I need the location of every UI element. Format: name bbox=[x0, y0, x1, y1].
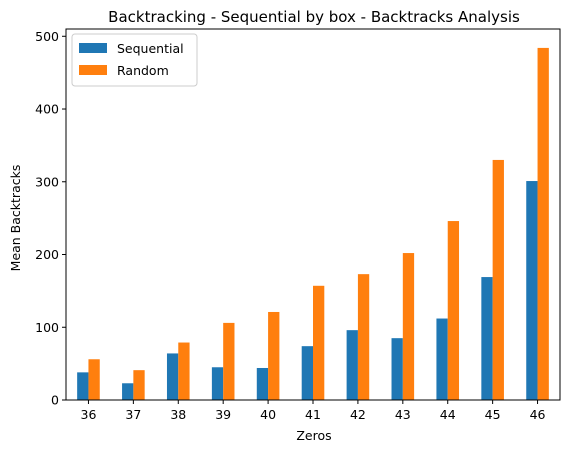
x-tick-label: 39 bbox=[215, 407, 231, 422]
bar-random-39 bbox=[223, 322, 235, 400]
legend-label-random: Random bbox=[117, 63, 169, 78]
x-tick-label: 45 bbox=[485, 407, 501, 422]
legend-swatch-random bbox=[79, 65, 107, 75]
bar-sequential-39 bbox=[211, 367, 224, 400]
bar-random-46 bbox=[537, 47, 549, 400]
y-tick-label: 400 bbox=[35, 102, 59, 117]
y-tick-label: 200 bbox=[35, 247, 59, 262]
bar-sequential-46 bbox=[526, 181, 538, 400]
legend-swatch-sequential bbox=[79, 43, 107, 53]
x-tick-label: 37 bbox=[125, 407, 141, 422]
x-tick-label: 44 bbox=[440, 407, 456, 422]
x-tick-label: 36 bbox=[81, 407, 97, 422]
bar-sequential-43 bbox=[391, 338, 403, 400]
y-tick-label: 300 bbox=[35, 174, 59, 189]
bar-sequential-41 bbox=[301, 346, 313, 400]
bar-random-44 bbox=[447, 221, 460, 400]
bar-sequential-40 bbox=[256, 367, 269, 400]
bar-random-37 bbox=[133, 370, 145, 400]
bar-random-38 bbox=[178, 342, 190, 400]
y-tick-label: 0 bbox=[51, 393, 59, 408]
x-tick-label: 41 bbox=[305, 407, 321, 422]
bar-random-41 bbox=[313, 285, 325, 400]
x-tick-label: 46 bbox=[530, 407, 546, 422]
bar-sequential-44 bbox=[436, 318, 448, 400]
x-tick-label: 43 bbox=[395, 407, 411, 422]
chart-title: Backtracking - Sequential by box - Backt… bbox=[108, 8, 520, 26]
bars-layer bbox=[77, 47, 549, 400]
bar-sequential-38 bbox=[166, 353, 179, 400]
bar-random-40 bbox=[268, 311, 280, 400]
bar-sequential-45 bbox=[481, 277, 493, 400]
y-tick-label: 500 bbox=[35, 29, 59, 44]
bar-sequential-36 bbox=[77, 372, 89, 400]
bar-sequential-37 bbox=[122, 383, 134, 400]
x-axis-label: Zeros bbox=[296, 428, 331, 443]
legend-label-sequential: Sequential bbox=[117, 41, 184, 56]
x-axis-ticks: 36 37 38 39 40 41 42 43 44 45 46 bbox=[81, 400, 546, 422]
legend: Sequential Random bbox=[71, 33, 198, 87]
y-tick-label: 100 bbox=[35, 320, 59, 335]
bar-random-36 bbox=[88, 359, 100, 400]
bar-random-43 bbox=[402, 253, 415, 400]
bar-random-45 bbox=[492, 159, 504, 400]
y-axis-ticks: 0 100 200 300 400 500 bbox=[35, 29, 66, 408]
x-tick-label: 38 bbox=[170, 407, 186, 422]
bar-random-42 bbox=[357, 274, 370, 400]
x-tick-label: 40 bbox=[260, 407, 276, 422]
bar-sequential-42 bbox=[346, 330, 358, 400]
y-axis-label: Mean Backtracks bbox=[8, 165, 23, 272]
x-tick-label: 42 bbox=[350, 407, 366, 422]
